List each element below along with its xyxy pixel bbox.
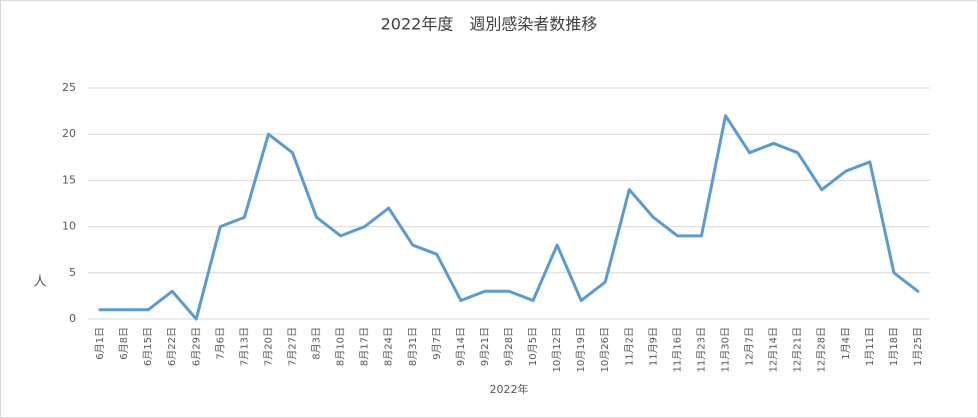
x-tick-label: 10月5日 bbox=[527, 327, 539, 366]
x-tick-label: 1月11日 bbox=[864, 327, 876, 366]
x-tick-label: 12月14日 bbox=[768, 327, 780, 372]
x-tick-label: 6月29日 bbox=[190, 327, 202, 366]
y-tick-label: 0 bbox=[69, 312, 76, 325]
y-tick-label: 15 bbox=[62, 173, 76, 186]
x-tick-label: 12月7日 bbox=[744, 327, 756, 366]
x-tick-label: 6月1日 bbox=[94, 327, 106, 360]
x-tick-label: 12月21日 bbox=[792, 327, 804, 372]
x-tick-label: 11月30日 bbox=[720, 327, 732, 372]
x-tick-label: 10月12日 bbox=[551, 327, 563, 372]
x-tick-label: 8月3日 bbox=[311, 327, 323, 360]
x-tick-label: 9月21日 bbox=[479, 327, 491, 366]
y-tick-label: 10 bbox=[62, 220, 76, 233]
x-tick-label: 11月9日 bbox=[647, 327, 659, 366]
y-tick-label: 20 bbox=[62, 127, 76, 140]
x-tick-label: 6月8日 bbox=[118, 327, 130, 360]
x-axis-label: 2022年 bbox=[490, 382, 529, 396]
x-tick-label: 9月7日 bbox=[431, 327, 443, 360]
x-tick-label: 9月14日 bbox=[455, 327, 467, 366]
x-tick-label: 6月22日 bbox=[166, 327, 178, 366]
x-tick-label: 7月20日 bbox=[262, 327, 274, 366]
y-tick-label: 25 bbox=[62, 81, 76, 94]
x-tick-label: 8月10日 bbox=[335, 327, 347, 366]
x-tick-label: 11月16日 bbox=[671, 327, 683, 372]
y-axis-label: 人 bbox=[33, 275, 46, 290]
x-tick-label: 8月17日 bbox=[359, 327, 371, 366]
x-tick-label: 10月26日 bbox=[599, 327, 611, 372]
x-tick-label: 9月28日 bbox=[503, 327, 515, 366]
chart-title: 2022年度 週別感染者数推移 bbox=[381, 15, 598, 34]
x-tick-label: 11月23日 bbox=[695, 327, 707, 372]
x-tick-label: 1月18日 bbox=[888, 327, 900, 366]
x-tick-label: 8月31日 bbox=[407, 327, 419, 366]
y-tick-label: 5 bbox=[69, 266, 76, 279]
x-tick-label: 1月4日 bbox=[840, 327, 852, 360]
x-tick-label: 11月2日 bbox=[623, 327, 635, 366]
x-tick-label: 8月24日 bbox=[383, 327, 395, 366]
x-tick-label: 1月25日 bbox=[912, 327, 924, 366]
x-tick-label: 7月6日 bbox=[214, 327, 226, 360]
x-tick-label: 6月15日 bbox=[142, 327, 154, 366]
x-tick-label: 12月28日 bbox=[816, 327, 828, 372]
x-tick-label: 7月27日 bbox=[286, 327, 298, 366]
x-tick-label: 10月19日 bbox=[575, 327, 587, 372]
x-tick-label: 7月13日 bbox=[238, 327, 250, 366]
